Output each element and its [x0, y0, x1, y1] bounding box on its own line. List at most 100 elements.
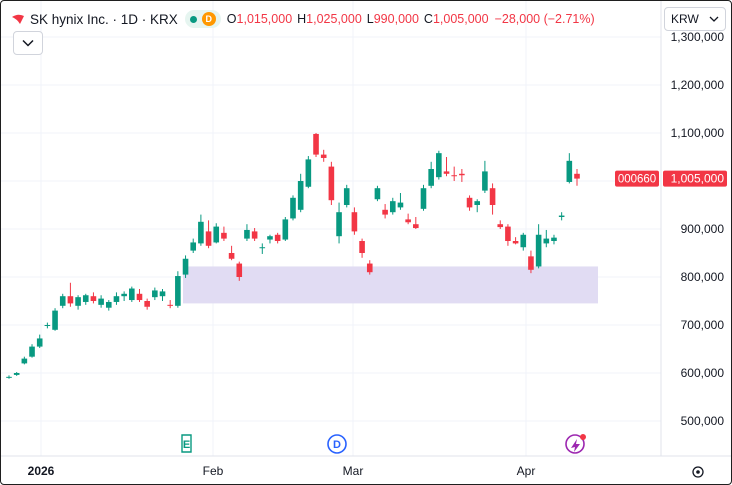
- chevron-down-icon: [709, 16, 719, 22]
- candle-body: [113, 296, 120, 302]
- price-tick-label: 800,000: [681, 270, 725, 284]
- candle-body: [67, 296, 74, 304]
- last-price-tag: [663, 170, 727, 187]
- candle-body: [59, 296, 66, 306]
- candle-body: [152, 290, 158, 298]
- settings-gear-icon[interactable]: [692, 466, 704, 478]
- high-label: H: [297, 12, 307, 26]
- candle-body: [244, 229, 250, 239]
- earnings-icon-label: E: [183, 439, 190, 451]
- candle-body: [558, 215, 565, 217]
- candle-body: [382, 209, 388, 215]
- candle-body: [167, 304, 173, 306]
- candle-body: [305, 159, 312, 187]
- open-value: 1,015,000: [236, 12, 293, 26]
- ticker-tag: [615, 170, 659, 187]
- price-tick-label: 900,000: [681, 222, 725, 236]
- future-event-icon[interactable]: [565, 434, 585, 454]
- market-status-badge[interactable]: D: [184, 10, 221, 28]
- close-value: 1,005,000: [432, 12, 489, 26]
- candle-body: [574, 173, 580, 179]
- high-value: 1,025,000: [306, 12, 362, 26]
- candle-body: [466, 197, 473, 208]
- dividend-icon-label: D: [333, 439, 341, 451]
- delayed-badge: D: [201, 12, 216, 26]
- collapse-legend-button[interactable]: [13, 31, 43, 55]
- candle-body: [359, 241, 365, 253]
- last-price-label: 1,005,000: [671, 172, 725, 186]
- symbol-title[interactable]: SK hynix Inc. · 1D · KRX: [30, 11, 178, 27]
- price-tick-label: 1,100,000: [671, 126, 725, 140]
- candle-body: [428, 169, 434, 186]
- candle-body: [336, 212, 342, 237]
- candle-body: [343, 188, 350, 205]
- candle-body: [405, 219, 411, 223]
- time-tick-label: Mar: [343, 464, 364, 478]
- candle-body: [29, 346, 35, 357]
- candle-body: [190, 242, 197, 251]
- time-tick-label: 2026: [28, 464, 55, 478]
- candle-body: [443, 171, 450, 174]
- candle-body: [251, 231, 258, 239]
- price-tick-label: 1,200,000: [671, 78, 725, 92]
- candle-body: [366, 263, 373, 273]
- candle-body: [121, 293, 127, 297]
- candle-body: [90, 296, 97, 301]
- candle-body: [75, 297, 81, 306]
- candle-body: [98, 298, 104, 305]
- candle-body: [274, 234, 281, 241]
- candle-body: [566, 160, 573, 182]
- candle-body: [551, 237, 557, 241]
- logo-icon: [12, 14, 24, 24]
- candle-body: [228, 253, 235, 259]
- price-tick-label: 600,000: [681, 366, 725, 380]
- candle-body: [420, 188, 427, 209]
- market-open-icon: [189, 15, 197, 23]
- currency-select[interactable]: KRW: [664, 7, 726, 31]
- candle-body: [482, 171, 488, 191]
- candle-body: [198, 221, 204, 244]
- candle-body: [175, 276, 181, 306]
- candle-body: [520, 234, 527, 248]
- candle-body: [459, 173, 465, 176]
- candle-body: [144, 301, 150, 307]
- candle-body: [413, 224, 419, 229]
- candle-body: [136, 293, 143, 301]
- price-tick-label: 1,300,000: [671, 30, 725, 44]
- candle-body: [535, 234, 542, 267]
- candle-body: [497, 224, 504, 228]
- candle-body: [236, 263, 243, 277]
- ticker-tag-label: 000660: [618, 174, 656, 186]
- candle-body: [290, 197, 296, 219]
- candle-body: [44, 325, 51, 326]
- candle-body: [351, 212, 358, 232]
- candle-body: [543, 238, 550, 244]
- chevron-down-icon: [22, 39, 34, 47]
- candle-body: [259, 247, 266, 249]
- candle-body: [297, 181, 304, 210]
- dividend-icon[interactable]: [327, 434, 347, 454]
- currency-label: KRW: [671, 12, 699, 26]
- low-label: L: [366, 12, 374, 26]
- candle-body: [21, 358, 28, 364]
- candle-body: [267, 236, 273, 240]
- price-tick-label: 700,000: [681, 318, 725, 332]
- candle-body: [105, 301, 112, 308]
- candle-body: [512, 241, 519, 244]
- low-value: 990,000: [373, 12, 419, 26]
- candle-body: [36, 338, 43, 347]
- candle-body: [313, 133, 319, 155]
- candle-body: [328, 166, 335, 201]
- candle-body: [182, 258, 189, 275]
- candle-body: [436, 153, 442, 178]
- price-zone-rectangle[interactable]: [183, 266, 598, 304]
- close-label: C: [423, 12, 433, 26]
- price-tick-label: 500,000: [681, 414, 725, 428]
- candle-body: [320, 154, 327, 158]
- open-label: O: [226, 12, 237, 26]
- earnings-icon[interactable]: [181, 434, 192, 453]
- candle-body: [221, 232, 227, 239]
- candle-body: [374, 188, 381, 200]
